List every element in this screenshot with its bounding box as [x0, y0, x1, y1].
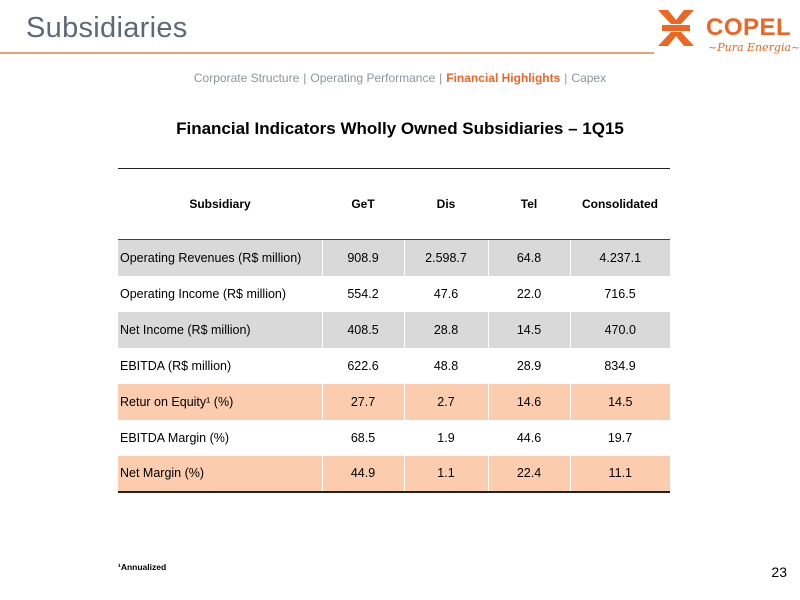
nav-item-capex[interactable]: Capex	[571, 71, 607, 85]
cell-tel: 28.9	[516, 358, 542, 373]
cell-get: 44.9	[321, 455, 404, 492]
copel-logo-icon	[658, 10, 694, 46]
table-row-ebitda-margin: EBITDA Margin (%) 68.5 1.9 44.6 19.7	[118, 420, 670, 456]
cell-consolidated: 716.5	[604, 286, 636, 301]
cell-get: 908.9	[321, 239, 404, 276]
row-label: Net Income (R$ million)	[118, 311, 322, 348]
cell-tel: 44.6	[516, 430, 542, 445]
cell-tel: 64.8	[487, 239, 570, 276]
cell-get: 554.2	[347, 286, 379, 301]
table-row-operating-income: Operating Income (R$ million) 554.2 47.6…	[118, 276, 670, 312]
column-header-consolidated: Consolidated	[570, 168, 670, 240]
cell-get: 68.5	[350, 430, 376, 445]
page-title: Subsidiaries	[26, 12, 188, 44]
cell-tel: 14.6	[487, 383, 570, 420]
cell-get: 27.7	[321, 383, 404, 420]
page-number: 23	[771, 564, 787, 580]
cell-consolidated: 14.5	[569, 383, 670, 420]
footnote: ¹Annualized	[118, 562, 167, 572]
copel-logo: COPEL ~Pura Energia~	[652, 4, 800, 58]
nav-separator: |	[439, 71, 443, 85]
table-row-operating-revenues: Operating Revenues (R$ million) 908.9 2.…	[118, 239, 670, 276]
row-label: Operating Revenues (R$ million)	[118, 239, 322, 276]
nav-separator: |	[564, 71, 568, 85]
nav-item-operating-performance[interactable]: Operating Performance	[310, 71, 436, 85]
table-row-net-income: Net Income (R$ million) 408.5 28.8 14.5 …	[118, 311, 670, 348]
cell-dis: 1.9	[437, 430, 455, 445]
column-header-tel: Tel	[488, 168, 570, 240]
cell-tel: 22.4	[487, 455, 570, 492]
logo-tagline-text: Pura Energia	[717, 41, 792, 54]
cell-dis: 48.8	[433, 358, 459, 373]
section-nav: Corporate Structure | Operating Performanc…	[0, 71, 800, 85]
table-row-return-on-equity: Retur on Equity¹ (%) 27.7 2.7 14.6 14.5	[118, 383, 670, 420]
row-label: Operating Income (R$ million)	[120, 286, 287, 301]
nav-separator: |	[303, 71, 307, 85]
nav-item-financial-highlights[interactable]: Financial Highlights	[446, 71, 561, 85]
cell-consolidated: 11.1	[569, 455, 670, 492]
cell-dis: 2.7	[403, 383, 488, 420]
nav-item-corporate-structure[interactable]: Corporate Structure	[193, 71, 300, 85]
logo-name: COPEL	[706, 14, 792, 41]
column-header-get: GeT	[322, 168, 404, 240]
row-label: EBITDA Margin (%)	[120, 430, 230, 445]
cell-dis: 2.598.7	[403, 239, 488, 276]
cell-get: 622.6	[347, 358, 379, 373]
cell-consolidated: 470.0	[569, 311, 670, 348]
cell-dis: 47.6	[433, 286, 459, 301]
cell-consolidated: 19.7	[607, 430, 633, 445]
cell-consolidated: 4.237.1	[569, 239, 670, 276]
cell-get: 408.5	[321, 311, 404, 348]
cell-dis: 1.1	[403, 455, 488, 492]
column-header-dis: Dis	[404, 168, 488, 240]
logo-tagline: ~Pura Energia~	[708, 41, 800, 54]
row-label: Net Margin (%)	[118, 455, 322, 492]
cell-tel: 22.0	[516, 286, 542, 301]
table-title: Financial Indicators Wholly Owned Subsid…	[176, 119, 624, 138]
column-header-subsidiary: Subsidiary	[118, 168, 322, 240]
cell-consolidated: 834.9	[604, 358, 636, 373]
table-row-ebitda: EBITDA (R$ million) 622.6 48.8 28.9 834.…	[118, 348, 670, 384]
cell-dis: 28.8	[403, 311, 488, 348]
table-header-row: Subsidiary GeT Dis Tel Consolidated	[118, 168, 670, 240]
row-label: EBITDA (R$ million)	[120, 358, 232, 373]
row-label: Retur on Equity¹ (%)	[118, 383, 322, 420]
table-row-net-margin: Net Margin (%) 44.9 1.1 22.4 11.1	[118, 455, 670, 492]
header-divider	[0, 52, 654, 54]
financial-indicators-table: Subsidiary GeT Dis Tel Consolidated Oper…	[118, 168, 670, 493]
cell-tel: 14.5	[487, 311, 570, 348]
